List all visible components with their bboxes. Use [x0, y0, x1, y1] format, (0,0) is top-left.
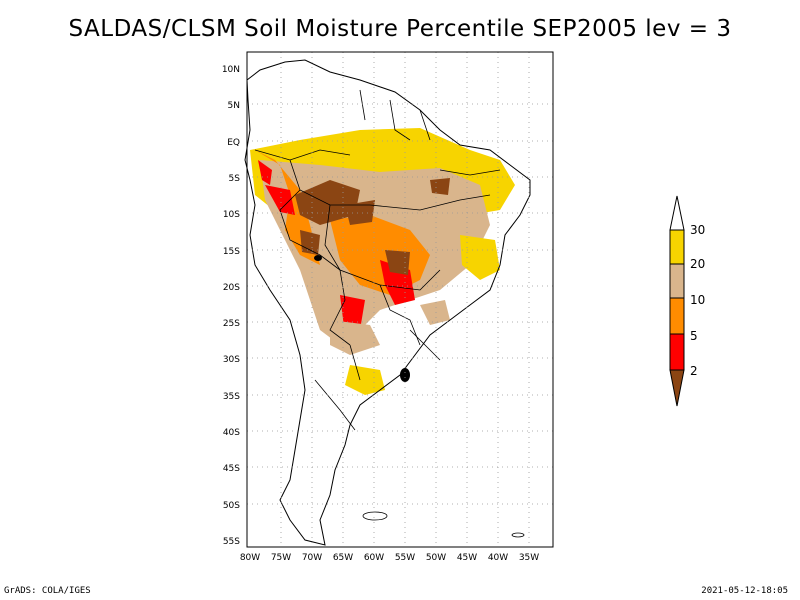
color-bar-segment-20 [669, 263, 685, 299]
color-bar-bottom-cap [669, 369, 685, 407]
patch-tan-south [330, 320, 380, 355]
color-bar-label: 30 [690, 223, 705, 237]
lat-label: EQ [227, 138, 240, 148]
south-america-outline [244, 59, 531, 546]
color-bar: 30 20 10 5 2 [669, 195, 705, 407]
map-frame [246, 51, 554, 548]
lon-label: 40W [488, 553, 508, 563]
lat-label: 40S [223, 428, 240, 438]
lake-titicaca [314, 255, 322, 261]
patch-tan-southeast [420, 300, 450, 325]
map-grid [247, 52, 553, 547]
lon-label: 65W [333, 553, 353, 563]
lon-label: 55W [395, 553, 415, 563]
lat-label: 55S [223, 537, 240, 547]
lon-label: 60W [364, 553, 384, 563]
patch-brown-c [430, 178, 450, 195]
lat-label: 10S [223, 210, 240, 220]
lat-labels: 10N 5N EQ 5S 10S 15S 20S 25S 30S 35S 40S… [222, 65, 240, 547]
lon-label: 75W [271, 553, 291, 563]
patch-brown-e [300, 230, 320, 255]
soil-moisture-field [250, 128, 515, 395]
lat-label: 5N [228, 101, 240, 111]
color-bar-segment-5 [669, 333, 685, 371]
lon-label: 45W [457, 553, 477, 563]
lon-labels: 80W 75W 70W 65W 60W 55W 50W 45W 40W 35W [240, 553, 539, 563]
lat-label: 35S [223, 392, 240, 402]
patch-brown-d [385, 250, 410, 275]
lon-label: 35W [519, 553, 539, 563]
patch-yellow-south [345, 365, 385, 395]
lon-label: 80W [240, 553, 260, 563]
lat-label: 45S [223, 464, 240, 474]
color-bar-segment-10 [669, 297, 685, 335]
lagoon-patos [400, 368, 410, 382]
country-borders [254, 89, 501, 431]
patch-brown-a [295, 180, 360, 225]
lat-label: 5S [229, 174, 241, 184]
lon-label: 70W [302, 553, 322, 563]
lat-label: 30S [223, 355, 240, 365]
island-south-georgia [511, 532, 525, 538]
map-title: SALDAS/CLSM Soil Moisture Percentile SEP… [68, 16, 732, 42]
patch-brown-b [345, 200, 375, 225]
lat-label: 10N [222, 65, 240, 75]
island-falklands [362, 511, 388, 521]
lat-label: 15S [223, 247, 240, 257]
lat-label: 50S [223, 501, 240, 511]
footer-credit: GrADS: COLA/IGES [4, 586, 91, 596]
color-bar-segment-30 [669, 229, 685, 265]
lon-label: 50W [426, 553, 446, 563]
color-bar-top-cap [669, 195, 685, 231]
lat-label: 25S [223, 319, 240, 329]
lat-label: 20S [223, 283, 240, 293]
color-bar-label: 20 [690, 257, 705, 271]
patch-red-a [265, 185, 295, 215]
patch-yellow-east [460, 235, 500, 280]
color-bar-label: 10 [690, 293, 705, 307]
patch-red-west [258, 160, 272, 185]
color-bar-label: 5 [690, 329, 698, 343]
color-bar-label: 2 [690, 364, 698, 378]
footer-timestamp: 2021-05-12-18:05 [701, 586, 788, 596]
